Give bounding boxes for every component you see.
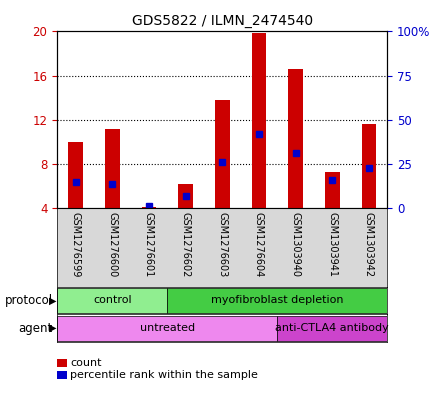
Bar — [325, 172, 340, 208]
Title: GDS5822 / ILMN_2474540: GDS5822 / ILMN_2474540 — [132, 14, 313, 28]
Text: GSM1276603: GSM1276603 — [217, 212, 227, 277]
Text: agent: agent — [18, 321, 53, 335]
Text: ▶: ▶ — [49, 296, 56, 306]
Text: myofibroblast depletion: myofibroblast depletion — [211, 295, 344, 305]
Bar — [68, 142, 83, 208]
Text: GSM1303940: GSM1303940 — [290, 212, 301, 277]
Bar — [167, 288, 387, 313]
Bar — [215, 100, 230, 208]
Bar — [362, 124, 376, 208]
Text: percentile rank within the sample: percentile rank within the sample — [70, 370, 258, 380]
Text: GSM1303942: GSM1303942 — [364, 212, 374, 277]
Text: control: control — [93, 295, 132, 305]
Text: untreated: untreated — [139, 323, 195, 332]
Bar — [178, 184, 193, 208]
Text: GSM1276602: GSM1276602 — [180, 212, 191, 277]
Bar — [57, 288, 167, 313]
Bar — [277, 316, 387, 340]
Text: GSM1303941: GSM1303941 — [327, 212, 337, 277]
Text: anti-CTLA4 antibody: anti-CTLA4 antibody — [275, 323, 389, 332]
Bar — [142, 207, 156, 208]
Text: GSM1276599: GSM1276599 — [70, 212, 81, 277]
Text: GSM1276600: GSM1276600 — [107, 212, 117, 277]
Text: GSM1276601: GSM1276601 — [144, 212, 154, 277]
Bar — [288, 69, 303, 208]
Bar — [105, 129, 120, 208]
Text: count: count — [70, 358, 102, 368]
Text: ▶: ▶ — [49, 323, 56, 333]
Bar — [57, 316, 277, 340]
Text: protocol: protocol — [5, 294, 53, 307]
Text: GSM1276604: GSM1276604 — [254, 212, 264, 277]
Bar — [252, 33, 266, 208]
